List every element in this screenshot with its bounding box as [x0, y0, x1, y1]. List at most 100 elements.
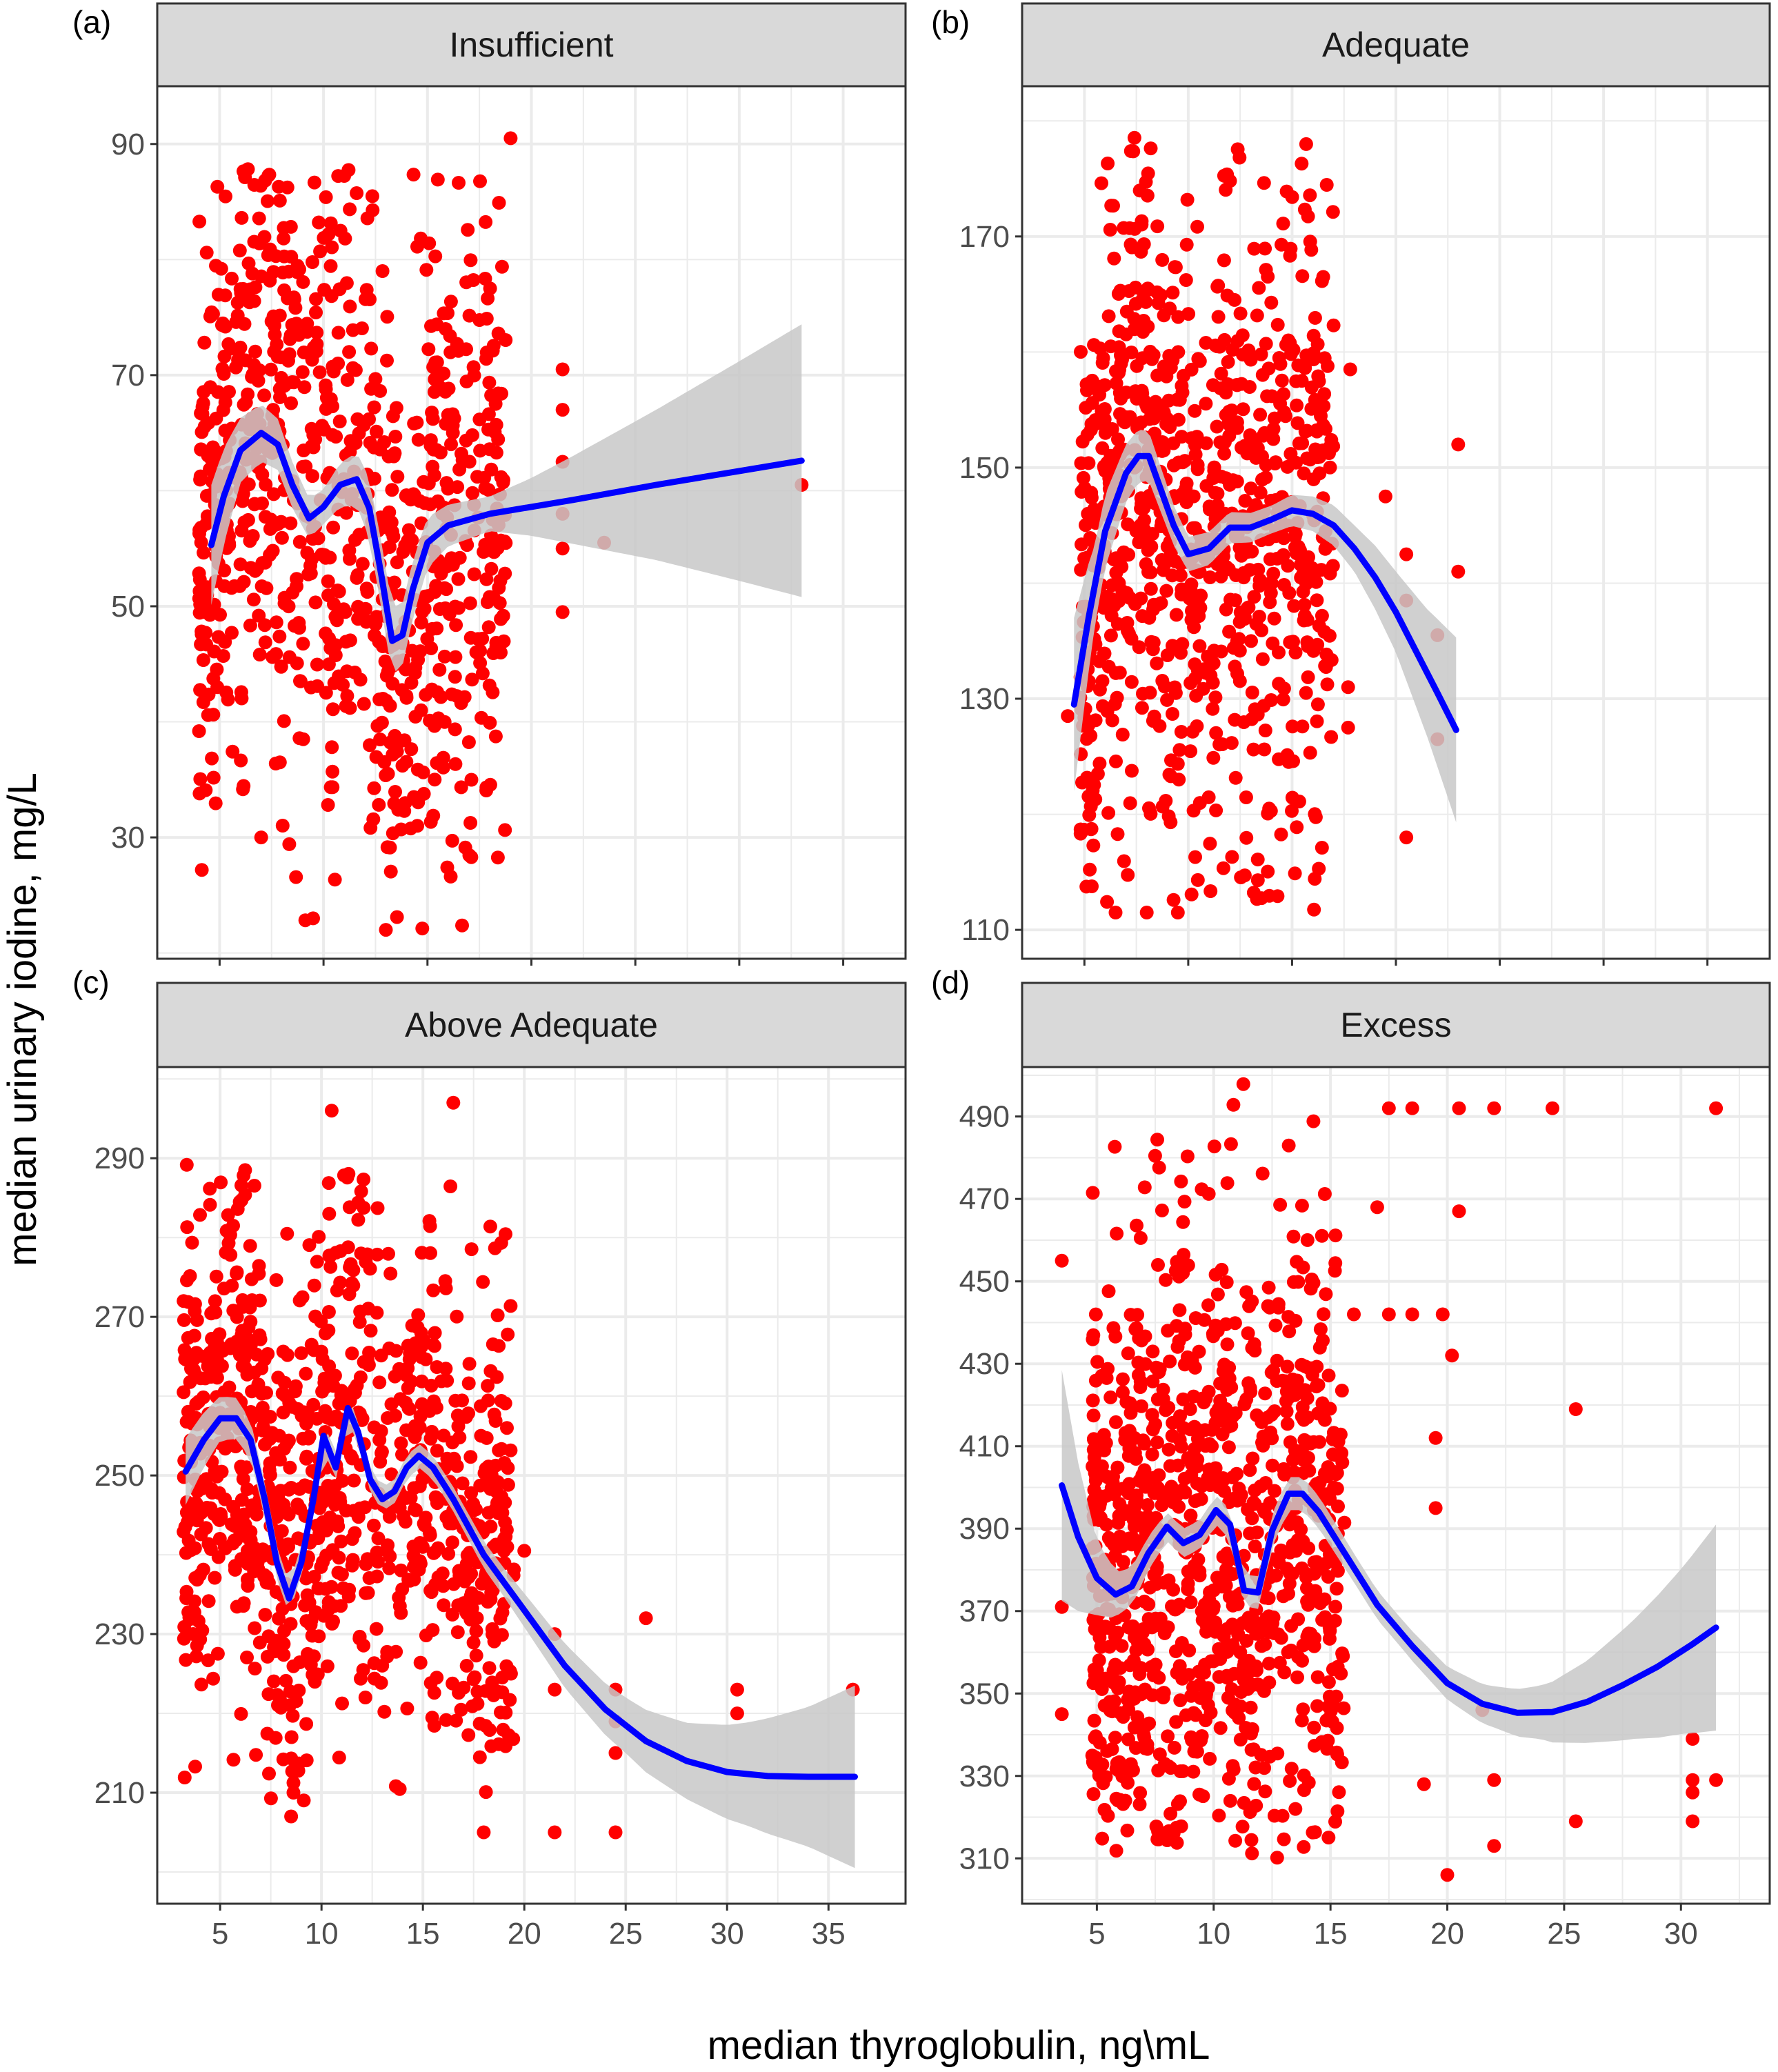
- scatter-point: [452, 1686, 466, 1700]
- scatter-point: [1263, 1570, 1277, 1584]
- scatter-point: [437, 715, 452, 729]
- scatter-point: [350, 186, 364, 200]
- scatter-point: [1298, 361, 1312, 375]
- scatter-point: [342, 544, 357, 557]
- scatter-point: [479, 1431, 494, 1445]
- scatter-point: [1157, 308, 1171, 323]
- scatter-point: [185, 1235, 199, 1250]
- scatter-point: [377, 1704, 392, 1719]
- scatter-point: [450, 1309, 464, 1324]
- y-tick-label: 150: [959, 451, 1010, 485]
- scatter-point: [481, 1595, 495, 1609]
- scatter-point: [1157, 1575, 1171, 1590]
- scatter-point: [461, 223, 475, 237]
- scatter-point: [1319, 1287, 1333, 1302]
- scatter-point: [1088, 1307, 1103, 1322]
- scatter-point: [1155, 799, 1170, 814]
- scatter-point: [1159, 369, 1174, 383]
- scatter-point: [1250, 873, 1265, 888]
- scatter-point: [218, 395, 232, 410]
- scatter-point: [1090, 1355, 1105, 1369]
- panel-1: Insufficient 30 50 70 90: [111, 2, 907, 966]
- scatter-point: [1086, 1442, 1101, 1457]
- x-tick-label: 30: [1664, 1917, 1698, 1951]
- scatter-point: [1270, 551, 1284, 566]
- scatter-point: [437, 1598, 451, 1613]
- scatter-point: [387, 796, 401, 810]
- scatter-point: [1150, 219, 1165, 234]
- scatter-point: [227, 1519, 241, 1533]
- scatter-point: [1159, 417, 1173, 431]
- scatter-point: [232, 243, 247, 258]
- scatter-point: [414, 1397, 429, 1411]
- scatter-point: [1295, 1198, 1309, 1213]
- scatter-point: [341, 163, 356, 177]
- scatter-point: [382, 505, 397, 519]
- scatter-point: [319, 626, 333, 641]
- scatter-point: [431, 1570, 446, 1584]
- scatter-point: [1141, 166, 1155, 181]
- scatter-point: [258, 555, 272, 570]
- scatter-point: [1226, 1759, 1240, 1773]
- scatter-point: [348, 363, 363, 377]
- scatter-point: [1308, 1738, 1321, 1753]
- scatter-point: [1242, 380, 1257, 394]
- scatter-point: [1452, 1101, 1466, 1115]
- scatter-point: [1075, 775, 1089, 790]
- scatter-point: [426, 1283, 441, 1297]
- scatter-point: [1181, 307, 1196, 321]
- scatter-point: [363, 821, 378, 835]
- scatter-point: [308, 432, 323, 447]
- scatter-point: [1259, 337, 1273, 351]
- scatter-point: [1184, 887, 1199, 901]
- scatter-point: [1280, 1359, 1295, 1374]
- scatter-point: [459, 433, 473, 448]
- scatter-point: [1103, 223, 1117, 237]
- scatter-point: [1435, 1307, 1450, 1322]
- scatter-point: [424, 1378, 439, 1393]
- scatter-point: [1180, 192, 1195, 207]
- scatter-point: [377, 755, 392, 769]
- scatter-point: [301, 1431, 316, 1446]
- scatter-point: [1230, 475, 1244, 489]
- scatter-point: [337, 602, 351, 617]
- scatter-point: [308, 595, 323, 610]
- scatter-point: [312, 1230, 326, 1244]
- scatter-point: [252, 1635, 267, 1650]
- scatter-point: [1217, 253, 1231, 268]
- scatter-point: [1160, 539, 1175, 554]
- scatter-point: [1321, 1733, 1335, 1748]
- scatter-point: [1228, 770, 1243, 785]
- scatter-point: [338, 231, 352, 246]
- scatter-point: [243, 1405, 258, 1419]
- scatter-point: [368, 372, 383, 386]
- scatter-point: [1244, 1742, 1259, 1757]
- scatter-point: [439, 1281, 453, 1295]
- scatter-point: [1206, 701, 1220, 716]
- scatter-point: [1233, 1733, 1248, 1747]
- scatter-points: [177, 1095, 860, 1840]
- scatter-point: [1095, 1459, 1109, 1473]
- scatter-point: [252, 648, 267, 661]
- y-tick-label: 50: [111, 590, 145, 624]
- scatter-point: [419, 688, 433, 702]
- scatter-point: [1141, 319, 1155, 334]
- scatter-point: [451, 572, 466, 586]
- scatter-point: [477, 1825, 491, 1840]
- scatter-point: [1174, 725, 1188, 739]
- scatter-point: [203, 451, 218, 465]
- scatter-point: [555, 541, 570, 556]
- scatter-point: [190, 1313, 204, 1327]
- scatter-point: [360, 585, 374, 599]
- scatter-point: [230, 1266, 244, 1281]
- scatter-point: [1132, 183, 1147, 198]
- scatter-point: [1221, 355, 1235, 369]
- scatter-point: [466, 1635, 481, 1650]
- scatter-point: [400, 1702, 414, 1715]
- scatter-point: [1300, 1581, 1314, 1595]
- scatter-point: [438, 384, 452, 399]
- scatter-point: [1310, 1670, 1325, 1684]
- scatter-point: [386, 530, 401, 544]
- scatter-point: [1119, 410, 1133, 424]
- scatter-point: [1172, 1500, 1186, 1514]
